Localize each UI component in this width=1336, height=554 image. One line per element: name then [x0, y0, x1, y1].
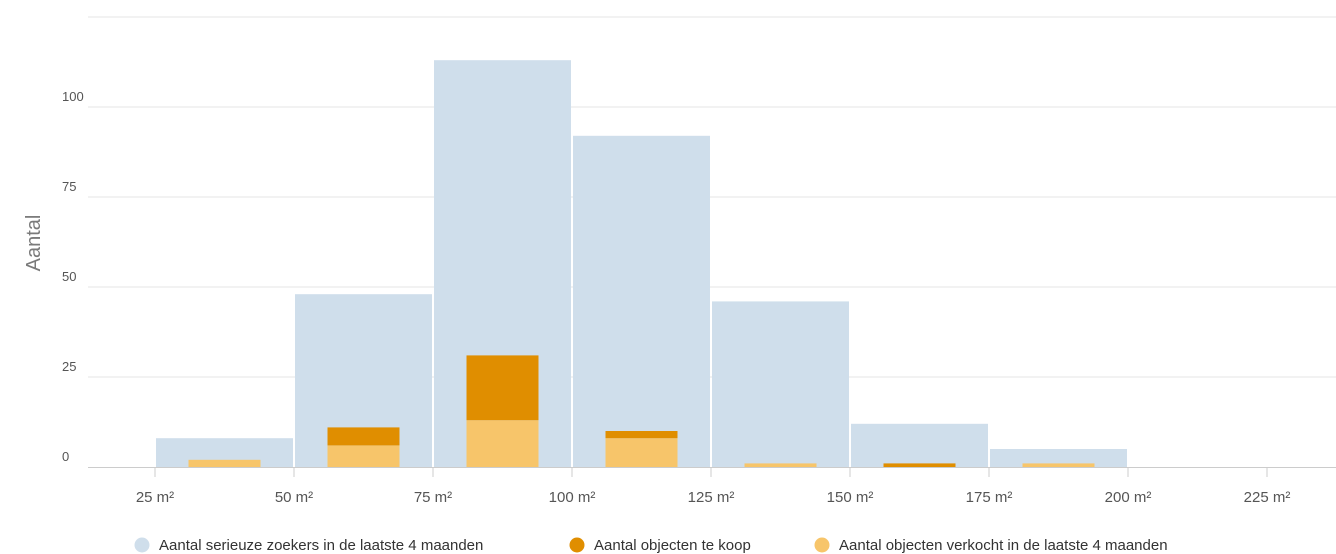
x-tick-label: 75 m² — [414, 489, 452, 506]
bar-te-koop — [605, 431, 678, 439]
bar-te-koop — [883, 463, 956, 467]
y-tick-label: 75 — [62, 179, 76, 194]
x-tick-label: 100 m² — [549, 489, 596, 506]
legend-marker — [134, 537, 150, 553]
bar-verkocht — [466, 420, 539, 467]
bar-verkocht — [1022, 463, 1095, 467]
x-tick-label: 175 m² — [966, 489, 1013, 506]
bar-zoekers — [712, 301, 849, 467]
x-axis — [88, 467, 1336, 477]
x-axis-ticks: 25 m² 50 m² 75 m² 100 m² 125 m² 150 m² 175 m² 2… — [136, 489, 1291, 506]
bar-te-koop — [327, 427, 400, 446]
y-tick-label: 25 — [62, 359, 76, 374]
legend-marker — [814, 537, 830, 553]
x-tick-label: 25 m² — [136, 489, 174, 506]
y-tick-label: 0 — [62, 449, 69, 464]
y-axis-ticks: 0 25 50 75 100 — [62, 89, 84, 464]
y-axis-title: Aantal — [23, 215, 45, 272]
searchers-bars — [156, 60, 1127, 468]
legend-label: Aantal serieuze zoekers in de laatste 4 … — [159, 537, 483, 554]
legend: Aantal serieuze zoekers in de laatste 4 … — [134, 537, 1168, 554]
x-tick-label: 225 m² — [1244, 489, 1291, 506]
y-tick-label: 50 — [62, 269, 76, 284]
bar-verkocht — [605, 438, 678, 467]
objects-bars — [188, 355, 1095, 467]
x-tick-label: 125 m² — [688, 489, 735, 506]
legend-label: Aantal objecten te koop — [594, 537, 751, 554]
legend-label: Aantal objecten verkocht in de laatste 4… — [839, 537, 1168, 554]
legend-marker — [569, 537, 585, 553]
bar-verkocht — [744, 463, 817, 467]
bar-zoekers — [573, 135, 710, 468]
bar-verkocht — [188, 459, 261, 467]
bar-te-koop — [466, 355, 539, 421]
x-tick-label: 200 m² — [1105, 489, 1152, 506]
x-tick-label: 50 m² — [275, 489, 313, 506]
bar-zoekers — [851, 423, 988, 467]
x-tick-label: 150 m² — [827, 489, 874, 506]
y-tick-label: 100 — [62, 89, 84, 104]
bar-verkocht — [327, 445, 400, 467]
bar-zoekers — [990, 449, 1127, 467]
